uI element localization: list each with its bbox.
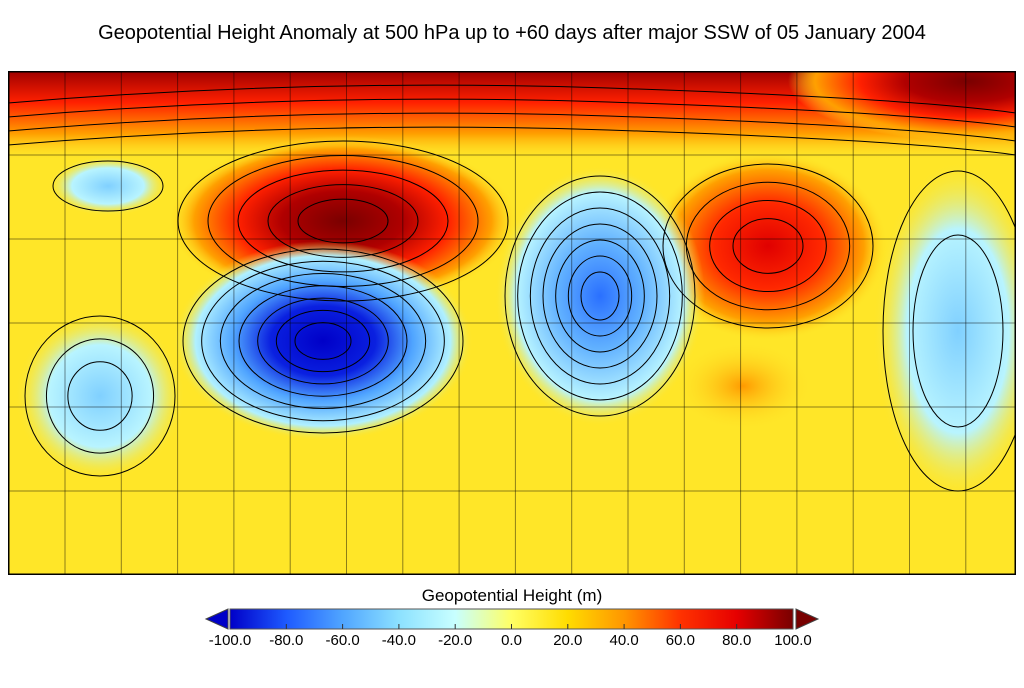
europe-low bbox=[495, 166, 705, 426]
anomaly-map bbox=[8, 71, 1016, 575]
contour-line bbox=[685, 181, 851, 311]
colorbar-tick-label: 20.0 bbox=[553, 632, 583, 649]
eastern-arctic-high bbox=[788, 71, 1016, 141]
contour-lines bbox=[8, 84, 1016, 492]
colorbar-tick-label: 80.0 bbox=[722, 632, 752, 649]
colorbar-tick-label: 100.0 bbox=[774, 632, 812, 649]
colorbar-max-extend-arrow bbox=[795, 608, 820, 630]
contour-line bbox=[8, 84, 1016, 114]
arctic-canada-low bbox=[48, 156, 168, 216]
contour-line bbox=[732, 218, 804, 274]
contour-line bbox=[882, 170, 1016, 492]
colorbar-tick-label: 60.0 bbox=[665, 632, 695, 649]
colorbar bbox=[204, 608, 820, 630]
contour-line bbox=[555, 239, 645, 353]
map-title: Geopotential Height Anomaly at 500 hPa u… bbox=[98, 22, 926, 44]
colorbar-label: Geopotential Height (m) bbox=[421, 586, 603, 605]
colorbar-min-extend-arrow bbox=[204, 608, 229, 630]
contour-line bbox=[542, 223, 658, 369]
siberia-high bbox=[648, 151, 888, 341]
contour-line bbox=[567, 255, 633, 337]
colorbar-tick-label: -80.0 bbox=[269, 632, 304, 649]
contour-line bbox=[294, 322, 352, 360]
contour-line bbox=[67, 361, 133, 431]
contour-line bbox=[529, 207, 671, 385]
contour-line bbox=[912, 234, 1004, 428]
western-north-america-low bbox=[15, 311, 185, 481]
contour-line bbox=[662, 163, 874, 329]
contour-line bbox=[580, 271, 620, 321]
contour-line bbox=[219, 273, 427, 409]
colorbar-tick-label: 40.0 bbox=[609, 632, 639, 649]
contour-line bbox=[8, 98, 1016, 128]
contour-line bbox=[238, 285, 408, 397]
contour-line bbox=[182, 248, 464, 434]
east-asia-low bbox=[873, 161, 1016, 501]
contour-line bbox=[8, 126, 1016, 156]
colorbar-tick-label: -100.0 bbox=[208, 632, 252, 649]
colorbar-tick-label: -40.0 bbox=[381, 632, 416, 649]
contour-line bbox=[201, 260, 445, 422]
contour-line bbox=[52, 160, 164, 212]
map-frame bbox=[8, 71, 1016, 575]
lat-lon-grid bbox=[8, 71, 1016, 575]
contour-line bbox=[517, 191, 683, 401]
contour-line bbox=[24, 315, 176, 477]
contour-line bbox=[709, 199, 827, 293]
contour-line bbox=[45, 338, 155, 454]
colorbar-tick-label: -60.0 bbox=[325, 632, 360, 649]
contour-line bbox=[504, 175, 696, 417]
contour-line bbox=[257, 297, 389, 385]
colorbar-tick-label: -20.0 bbox=[438, 632, 473, 649]
colorbar-tick-label: 0.0 bbox=[501, 632, 522, 649]
contour-line bbox=[267, 184, 419, 258]
contour-line bbox=[275, 309, 371, 373]
contour-line bbox=[177, 140, 509, 302]
contour-line bbox=[237, 169, 449, 273]
north-atlantic-low bbox=[173, 241, 473, 441]
middle-east-positive bbox=[673, 341, 813, 431]
contour-line bbox=[8, 112, 1016, 142]
contour-line bbox=[297, 198, 389, 244]
contour-line bbox=[207, 155, 479, 287]
